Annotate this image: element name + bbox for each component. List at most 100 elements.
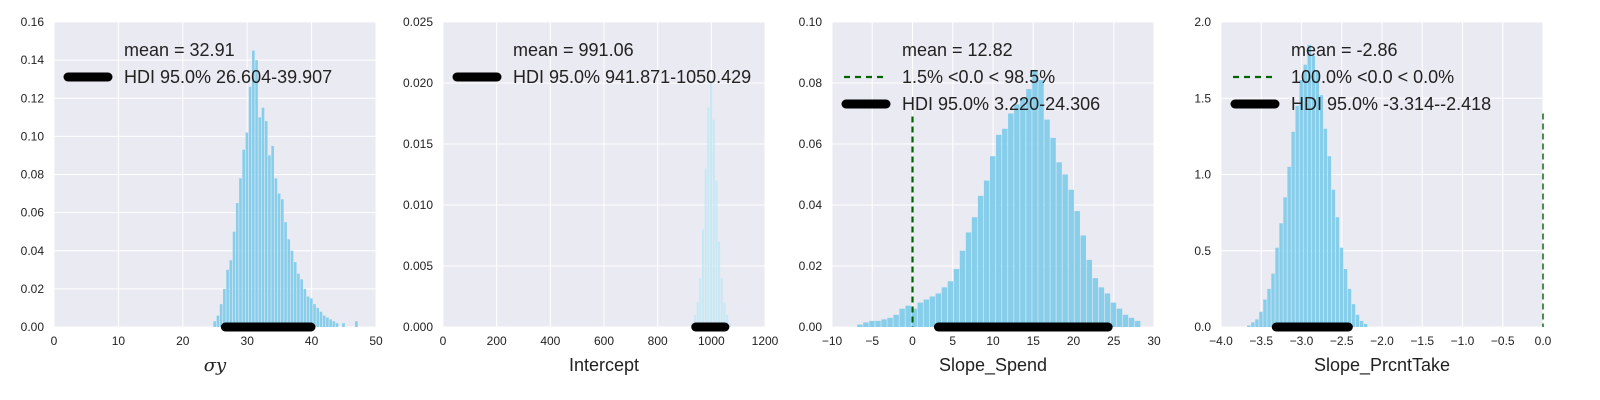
histogram-bar: [342, 323, 345, 327]
x-tick-label: −1.5: [1410, 334, 1434, 348]
histogram-bar: [1255, 319, 1259, 327]
legend-entry: mean = 32.91: [124, 40, 235, 60]
y-tick-label: 1.0: [1194, 168, 1211, 182]
x-tick-label: −4.0: [1209, 334, 1233, 348]
histogram-bar: [723, 302, 726, 327]
x-tick-label: 0.0: [1535, 334, 1552, 348]
histogram-bar: [917, 302, 923, 327]
histogram-bar: [1351, 304, 1356, 327]
histogram-bar: [316, 307, 320, 327]
x-tick-label: 600: [594, 334, 614, 348]
x-tick-label: 10: [986, 334, 1000, 348]
histogram-bar: [1335, 217, 1340, 327]
histogram-bar: [1347, 288, 1352, 327]
histogram-bar: [899, 308, 905, 327]
histogram-bar: [332, 321, 336, 327]
histogram-bar: [245, 132, 249, 327]
y-tick-label: 2.0: [1194, 15, 1211, 29]
histogram-bar: [869, 320, 875, 327]
x-tick-label: 30: [241, 334, 255, 348]
histogram-bar: [701, 229, 705, 327]
y-tick-label: 0.015: [403, 137, 433, 151]
histogram-bar: [239, 178, 242, 327]
histogram-bar: [232, 231, 236, 327]
histogram-bar: [1104, 293, 1111, 327]
y-tick-label: 0.04: [799, 198, 823, 212]
chart-panel-1: 0 10 20 30 40 50 0.00 0.02 0.04 0.06 0.08 0.10 0.12 0…: [21, 15, 383, 376]
legend-entry: 1.5% <0.0 < 98.5%: [902, 67, 1055, 87]
x-tick-label: 25: [1107, 334, 1121, 348]
x-tick-label: −2.5: [1330, 334, 1354, 348]
histogram-bar: [1128, 317, 1135, 327]
legend-entry: HDI 95.0% -3.314--2.418: [1291, 94, 1491, 114]
x-axis-label: Slope_PrcntTake: [1314, 355, 1450, 376]
histogram-bar: [1116, 308, 1123, 327]
histogram-bar: [264, 121, 268, 327]
y-tick-label: 0.010: [403, 198, 433, 212]
histogram-bar: [306, 296, 310, 327]
y-tick-label: 0.10: [799, 15, 823, 29]
histogram-bar: [718, 241, 721, 327]
histogram-bar: [707, 107, 710, 328]
histogram-bar: [1014, 104, 1020, 327]
y-tick-label: 0.02: [21, 282, 45, 296]
histogram-bar: [268, 155, 271, 327]
histogram-bar: [1251, 322, 1255, 327]
x-tick-label: 800: [648, 334, 668, 348]
y-tick-label: 0.02: [799, 259, 823, 273]
histogram-bar: [893, 314, 899, 327]
y-tick-label: 0.5: [1194, 244, 1211, 258]
histogram-bar: [875, 320, 881, 327]
histogram-bar: [226, 269, 229, 327]
y-tick-label: 0.00: [21, 320, 45, 334]
legend-entry: mean = 12.82: [902, 40, 1013, 60]
histogram-bar: [1026, 89, 1032, 327]
x-tick-label: 50: [369, 334, 383, 348]
histogram-bar: [947, 281, 954, 327]
histogram-bar: [271, 145, 274, 327]
histogram-bar: [248, 86, 252, 327]
histogram-bar: [1056, 162, 1062, 327]
histogram-bar: [297, 273, 300, 327]
histogram-bar: [712, 119, 715, 327]
histogram-bar: [1283, 197, 1287, 327]
histogram-bar: [322, 315, 326, 327]
x-tick-label: −2.0: [1370, 334, 1394, 348]
x-tick-label: 20: [176, 334, 190, 348]
histogram-bar: [1086, 259, 1093, 327]
y-tick-label: 0.06: [799, 137, 823, 151]
x-tick-label: −1.0: [1451, 334, 1475, 348]
y-tick-label: 0.12: [21, 91, 45, 105]
histogram-bar: [905, 305, 911, 327]
histogram-bar: [726, 314, 729, 327]
y-tick-label: 0.16: [21, 15, 45, 29]
x-tick-label: −5: [865, 334, 879, 348]
histogram-bar: [229, 260, 233, 327]
histogram-bar: [1134, 320, 1141, 327]
histogram-bar: [303, 288, 307, 327]
histogram-bar: [1343, 269, 1348, 327]
legend-entry: 100.0% <0.0 < 0.0%: [1291, 67, 1454, 87]
histogram-bar: [1303, 64, 1307, 327]
histogram-bar: [1323, 128, 1328, 327]
chart-panel-2: 0 200 400 600 800 1000 1200 0.000 0.005 0.010 0.01…: [403, 15, 779, 375]
histogram-bar: [274, 178, 278, 327]
histogram-bar: [696, 302, 699, 327]
histogram-bar: [300, 279, 303, 327]
histogram-bar: [258, 117, 262, 327]
x-tick-label: 400: [540, 334, 560, 348]
histogram-bar: [1355, 314, 1360, 327]
histogram-bar: [1044, 119, 1050, 327]
histogram-bar: [977, 195, 984, 327]
x-tick-label: 5: [949, 334, 956, 348]
x-tick-label: 30: [1147, 334, 1161, 348]
y-tick-label: 0.025: [403, 15, 433, 29]
histogram-bar: [715, 180, 718, 327]
x-tick-label: −0.5: [1491, 334, 1515, 348]
histogram-bar: [863, 322, 869, 327]
histogram-bar: [1008, 113, 1014, 327]
histogram-bar: [1311, 55, 1315, 328]
legend-entry: HDI 95.0% 26.604-39.907: [124, 67, 332, 87]
y-tick-label: 0.14: [21, 53, 45, 67]
x-axis-label: Slope_Spend: [939, 355, 1047, 376]
